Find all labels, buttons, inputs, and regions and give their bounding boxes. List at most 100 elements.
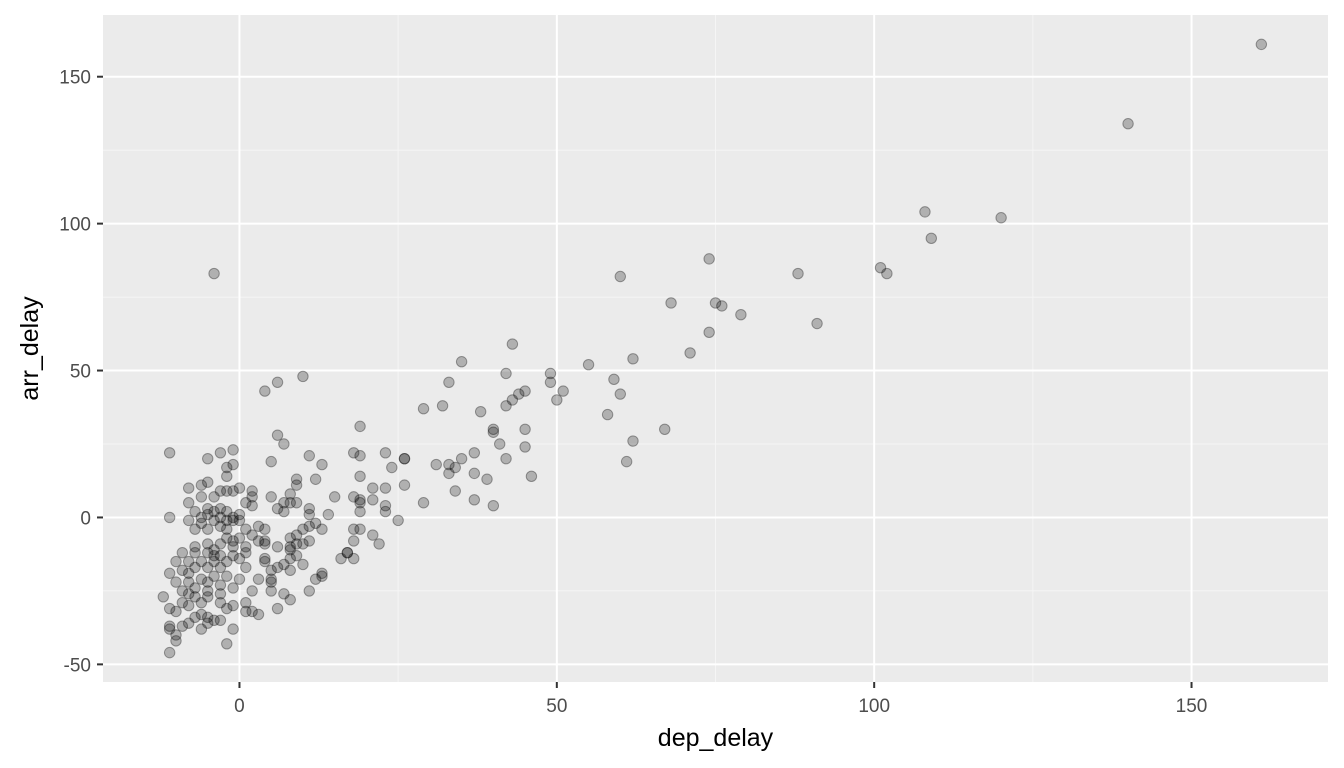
data-point [271, 541, 284, 553]
data-point [252, 573, 265, 585]
data-point [684, 347, 696, 359]
data-point [303, 450, 315, 462]
data-point [348, 491, 360, 503]
data-point [214, 561, 227, 574]
data-point [214, 538, 227, 550]
data-point [163, 447, 176, 459]
data-point [487, 500, 500, 512]
x-axis-title: dep_delay [658, 724, 774, 752]
data-point [487, 423, 500, 436]
data-point [449, 485, 461, 497]
data-point [265, 576, 277, 588]
data-point [227, 511, 239, 524]
data-point [716, 300, 728, 312]
data-point [500, 400, 512, 412]
data-point [398, 479, 411, 491]
data-point [309, 573, 322, 585]
data-point [303, 508, 315, 521]
data-point [182, 555, 195, 568]
data-point [214, 502, 227, 515]
data-point [551, 394, 563, 406]
data-point [163, 602, 176, 615]
data-point [163, 623, 176, 635]
data-point [735, 309, 747, 321]
data-point [221, 514, 233, 527]
data-point [811, 317, 823, 330]
data-point [221, 532, 233, 544]
data-point [373, 538, 385, 550]
data-point [322, 508, 335, 521]
data-point [792, 267, 804, 280]
minor-gridlines [103, 15, 1328, 682]
data-point [208, 491, 220, 503]
data-point [259, 538, 271, 550]
data-point [163, 567, 176, 579]
data-point [506, 394, 519, 406]
data-point [221, 555, 233, 568]
data-point [443, 458, 455, 471]
data-point [874, 261, 887, 274]
data-point [290, 497, 303, 509]
data-point [214, 549, 227, 562]
data-point [214, 588, 227, 600]
data-point [170, 555, 182, 568]
data-point [227, 458, 239, 471]
data-point [233, 482, 246, 494]
data-point [189, 541, 201, 553]
data-point [290, 538, 303, 550]
data-point [449, 461, 461, 474]
data-point [182, 482, 195, 494]
data-point [221, 602, 233, 615]
major-gridlines [103, 15, 1328, 682]
data-point [252, 520, 265, 532]
data-point [417, 497, 430, 509]
data-point [354, 470, 366, 483]
data-point [214, 447, 227, 459]
data-point [240, 596, 252, 609]
data-point [703, 253, 715, 265]
data-point [246, 605, 258, 618]
data-point [170, 629, 182, 641]
data-point [182, 514, 195, 527]
data-point [290, 473, 303, 485]
data-point [278, 497, 290, 509]
y-tick-label: 150 [59, 68, 91, 89]
data-point [271, 376, 284, 388]
data-point [195, 608, 208, 621]
data-point [240, 497, 252, 509]
data-point [246, 529, 258, 541]
data-point [214, 520, 227, 532]
data-point [290, 479, 303, 491]
data-point [271, 602, 284, 615]
data-point [214, 596, 227, 609]
data-point [582, 358, 595, 371]
data-point [252, 608, 265, 621]
data-point [354, 505, 366, 518]
data-point [284, 564, 296, 577]
data-point [221, 505, 233, 518]
data-point [354, 494, 366, 506]
data-point [221, 485, 233, 497]
data-point [284, 541, 296, 553]
data-point [316, 523, 328, 535]
data-point [379, 447, 392, 459]
data-points [157, 38, 1268, 659]
data-point [379, 505, 392, 518]
y-axis-ticks: -50 0 50 100 150 [59, 68, 103, 676]
data-point [620, 455, 633, 468]
data-point [659, 423, 671, 436]
data-point [240, 605, 252, 618]
data-point [265, 491, 277, 503]
data-point [227, 485, 239, 497]
data-point [436, 400, 449, 412]
data-point [665, 297, 677, 309]
data-point [208, 570, 220, 582]
data-point [195, 491, 208, 503]
data-point [309, 517, 322, 530]
data-point [297, 538, 309, 550]
data-point [182, 617, 195, 629]
data-point [297, 523, 309, 535]
data-point [430, 458, 442, 471]
data-point [202, 523, 214, 535]
data-point [202, 591, 214, 603]
